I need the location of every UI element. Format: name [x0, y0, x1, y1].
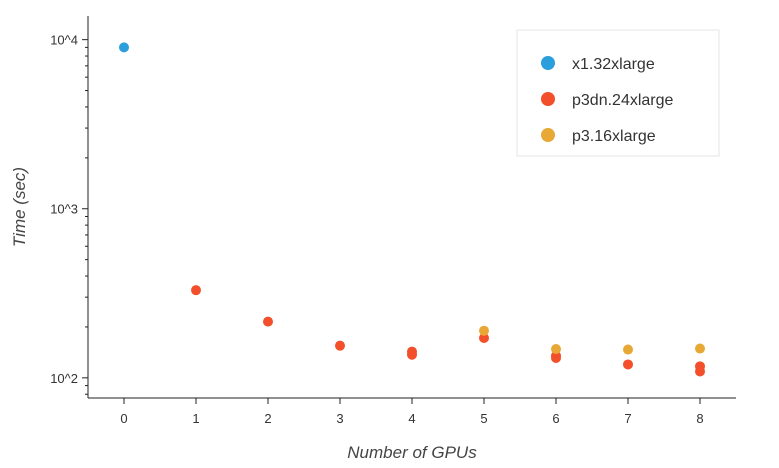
x-tick-label: 6 — [552, 411, 559, 426]
y-axis: 10^2 10^3 10^4 — [50, 16, 89, 398]
x-tick-label: 5 — [480, 411, 487, 426]
data-point-x1-32xlarge — [119, 42, 129, 53]
y-tick-label: 10^2 — [50, 371, 78, 386]
x-tick-label: 1 — [192, 411, 199, 426]
legend-label: p3.16xlarge — [572, 128, 656, 145]
data-point-p3-16xlarge — [551, 344, 561, 355]
x-tick-label: 0 — [120, 411, 127, 426]
x-tick-label: 7 — [624, 411, 631, 426]
x-tick-label: 2 — [264, 411, 271, 426]
x-tick-label: 8 — [696, 411, 703, 426]
data-point-p3dn-24xlarge — [623, 359, 633, 370]
data-point-p3-16xlarge — [623, 344, 633, 355]
legend: x1.32xlarge p3dn.24xlarge p3.16xlarge — [516, 29, 720, 157]
y-tick-label: 10^4 — [50, 33, 78, 48]
data-point-p3-16xlarge — [695, 343, 705, 354]
data-point-p3-16xlarge — [479, 325, 489, 336]
x-axis-title: Number of GPUs — [347, 443, 477, 462]
data-point-p3dn-24xlarge — [407, 349, 417, 360]
data-point-p3dn-24xlarge — [335, 340, 345, 351]
data-point-p3dn-24xlarge — [695, 366, 705, 377]
legend-swatch — [541, 128, 555, 142]
legend-swatch — [541, 92, 555, 106]
data-point-p3dn-24xlarge — [479, 333, 489, 344]
data-points — [119, 42, 705, 377]
x-axis: 0 1 2 3 4 5 6 7 8 — [88, 397, 736, 426]
x-tick-label: 3 — [336, 411, 343, 426]
x-tick-label: 4 — [408, 411, 415, 426]
legend-swatch — [541, 56, 555, 70]
legend-label: p3dn.24xlarge — [572, 92, 674, 109]
legend-label: x1.32xlarge — [572, 56, 655, 73]
data-point-p3dn-24xlarge — [263, 316, 273, 327]
y-tick-label: 10^3 — [50, 202, 78, 217]
data-point-p3dn-24xlarge — [191, 285, 201, 296]
data-point-p3dn-24xlarge — [551, 353, 561, 364]
y-axis-title: Time (sec) — [10, 167, 29, 247]
